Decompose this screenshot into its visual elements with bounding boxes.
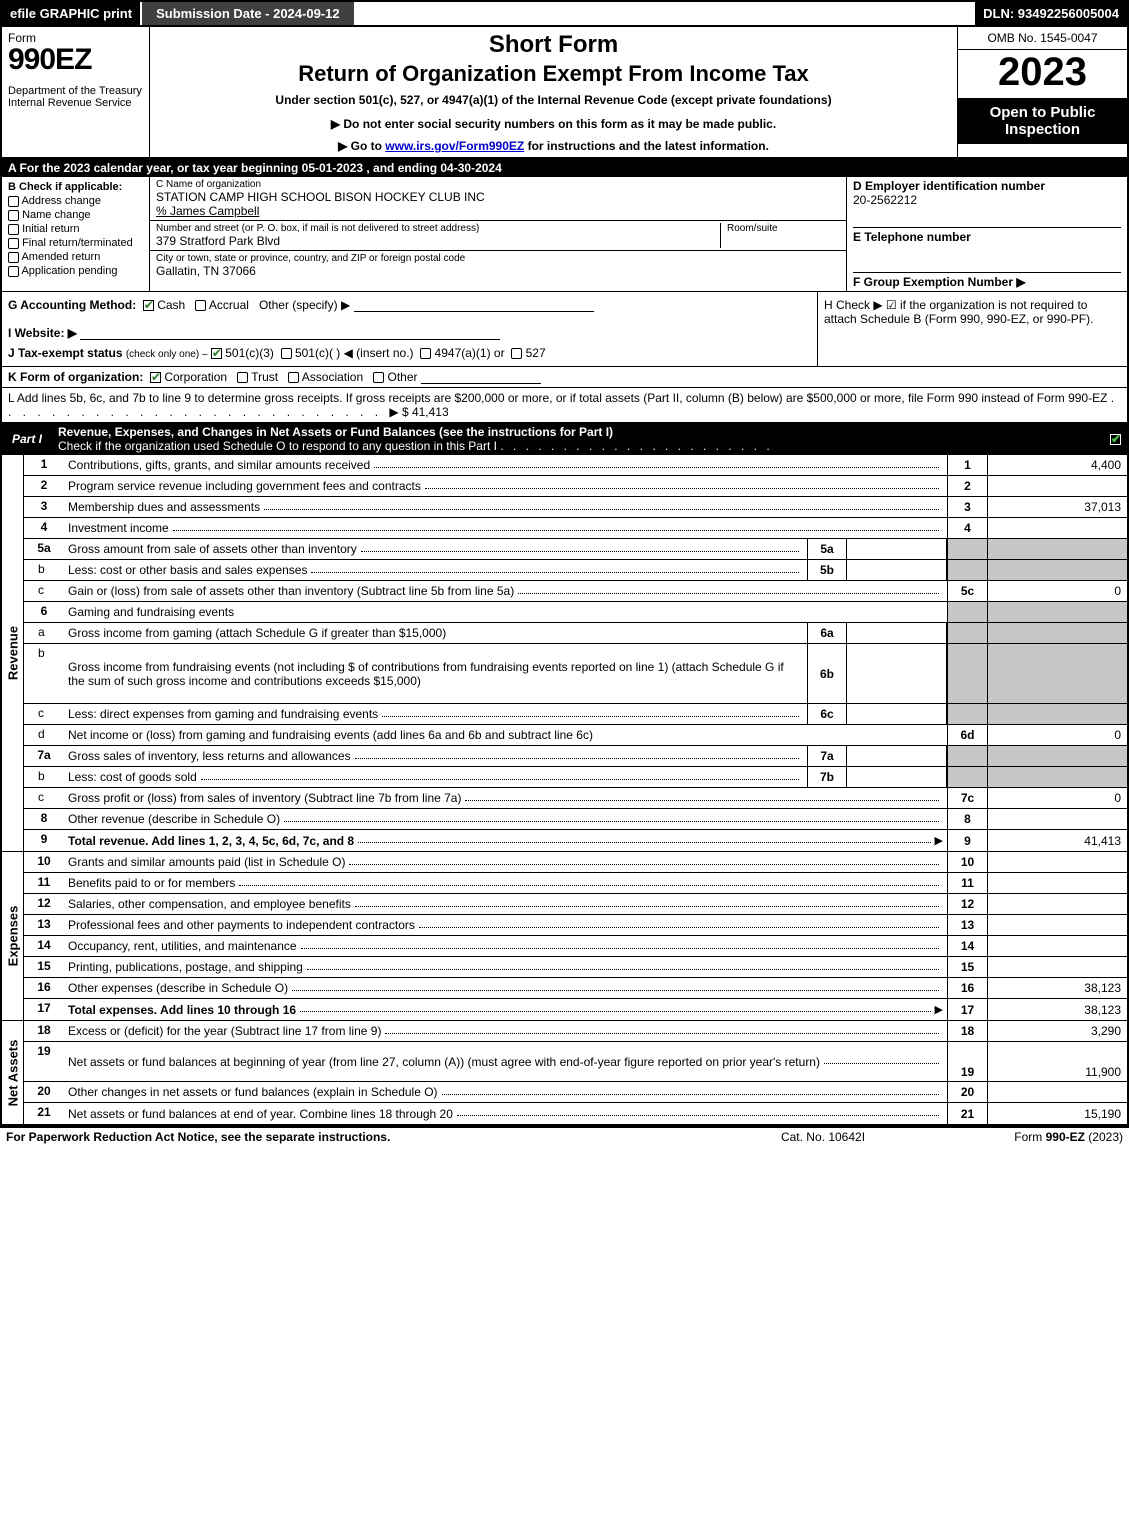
page-footer: For Paperwork Reduction Act Notice, see …: [0, 1128, 1129, 1146]
netassets-sidelabel: Net Assets: [2, 1021, 24, 1124]
footer-right: Form 990-EZ (2023): [923, 1130, 1123, 1144]
k-other-check[interactable]: [373, 372, 384, 383]
revenue-sidelabel: Revenue: [2, 455, 24, 851]
fgroup-label: F Group Exemption Number ▶: [853, 272, 1121, 289]
b-opt-5[interactable]: Application pending: [8, 265, 143, 277]
g-i-j-left: G Accounting Method: Cash Accrual Other …: [2, 292, 817, 366]
tel-label: E Telephone number: [853, 227, 1121, 244]
j-501c-check[interactable]: [281, 348, 292, 359]
section-c: C Name of organization STATION CAMP HIGH…: [150, 177, 847, 291]
topbar-spacer: [354, 2, 976, 25]
form-subtitle: Under section 501(c), 527, or 4947(a)(1)…: [158, 93, 949, 107]
c-name-label: C Name of organization: [156, 179, 840, 190]
j-501c3-check[interactable]: [211, 348, 222, 359]
k-corp-check[interactable]: [150, 372, 161, 383]
j-line: J Tax-exempt status (check only one) ‒ 5…: [8, 346, 811, 360]
part-i-checkbox[interactable]: [1110, 432, 1127, 446]
g-h-block: G Accounting Method: Cash Accrual Other …: [2, 292, 1127, 367]
form-title: Return of Organization Exempt From Incom…: [158, 61, 949, 87]
info-block: B Check if applicable: Address change Na…: [2, 177, 1127, 292]
street-value: 379 Stratford Park Blvd: [156, 234, 720, 248]
g-accrual-check[interactable]: [195, 300, 206, 311]
revenue-lines: 1Contributions, gifts, grants, and simil…: [24, 455, 1127, 851]
street-label: Number and street (or P. O. box, if mail…: [156, 223, 720, 234]
open-to-public: Open to Public Inspection: [958, 98, 1127, 144]
g-line: G Accounting Method: Cash Accrual Other …: [8, 298, 811, 312]
l-line: L Add lines 5b, 6c, and 7b to line 9 to …: [2, 388, 1127, 423]
b-opt-0[interactable]: Address change: [8, 195, 143, 207]
row-a-taxyear: A For the 2023 calendar year, or tax yea…: [2, 159, 1127, 177]
ein-value: 20-2562212: [853, 193, 1121, 207]
b-opt-3[interactable]: Final return/terminated: [8, 237, 143, 249]
c-street-cell: Number and street (or P. O. box, if mail…: [150, 221, 846, 251]
g-cash-check[interactable]: [143, 300, 154, 311]
c-name-cell: C Name of organization STATION CAMP HIGH…: [150, 177, 846, 221]
b-opt-4[interactable]: Amended return: [8, 251, 143, 263]
k-trust-check[interactable]: [237, 372, 248, 383]
k-other-blank[interactable]: [421, 372, 541, 384]
b-label: B Check if applicable:: [8, 181, 143, 193]
room-label: Room/suite: [727, 223, 840, 234]
efile-label[interactable]: efile GRAPHIC print: [2, 2, 140, 25]
c-city-cell: City or town, state or province, country…: [150, 251, 846, 280]
revenue-group: Revenue 1Contributions, gifts, grants, a…: [2, 455, 1127, 852]
form-header: Form 990EZ Department of the Treasury In…: [2, 27, 1127, 159]
h-block: H Check ▶ ☑ if the organization is not r…: [817, 292, 1127, 366]
part-i-label: Part I: [2, 430, 52, 448]
goto-line: ▶ Go to www.irs.gov/Form990EZ for instru…: [158, 139, 949, 153]
ein-label: D Employer identification number: [853, 179, 1121, 193]
org-name: STATION CAMP HIGH SCHOOL BISON HOCKEY CL…: [156, 190, 840, 204]
part-i-bar: Part I Revenue, Expenses, and Changes in…: [2, 423, 1127, 455]
city-value: Gallatin, TN 37066: [156, 264, 840, 278]
netassets-group: Net Assets 18Excess or (deficit) for the…: [2, 1021, 1127, 1126]
i-line: I Website: ▶: [8, 326, 811, 340]
form-container: efile GRAPHIC print Submission Date - 20…: [0, 0, 1129, 1128]
topbar: efile GRAPHIC print Submission Date - 20…: [2, 2, 1127, 27]
goto-pre: ▶ Go to: [338, 139, 385, 153]
b-opt-1[interactable]: Name change: [8, 209, 143, 221]
footer-left: For Paperwork Reduction Act Notice, see …: [6, 1130, 723, 1144]
section-d-e-f: D Employer identification number 20-2562…: [847, 177, 1127, 291]
header-center: Short Form Return of Organization Exempt…: [150, 27, 957, 157]
expenses-group: Expenses 10Grants and similar amounts pa…: [2, 852, 1127, 1021]
short-form-title: Short Form: [158, 31, 949, 59]
care-of: % James Campbell: [156, 204, 840, 218]
form-number: 990EZ: [8, 45, 143, 75]
ssn-warning: ▶ Do not enter social security numbers o…: [158, 117, 949, 131]
city-label: City or town, state or province, country…: [156, 253, 840, 264]
b-opt-2[interactable]: Initial return: [8, 223, 143, 235]
k-assoc-check[interactable]: [288, 372, 299, 383]
g-other-blank[interactable]: [354, 300, 594, 312]
omb-number: OMB No. 1545-0047: [958, 27, 1127, 50]
expenses-lines: 10Grants and similar amounts paid (list …: [24, 852, 1127, 1020]
part-i-title: Revenue, Expenses, and Changes in Net As…: [52, 423, 779, 455]
goto-post: for instructions and the latest informat…: [524, 139, 769, 153]
department: Department of the Treasury Internal Reve…: [8, 85, 143, 109]
h-text: H Check ▶ ☑ if the organization is not r…: [824, 298, 1093, 326]
j-4947-check[interactable]: [420, 348, 431, 359]
netassets-lines: 18Excess or (deficit) for the year (Subt…: [24, 1021, 1127, 1124]
footer-center: Cat. No. 10642I: [723, 1130, 923, 1144]
header-right: OMB No. 1545-0047 2023 Open to Public In…: [957, 27, 1127, 157]
dln: DLN: 93492256005004: [975, 2, 1127, 25]
tax-year: 2023: [958, 50, 1127, 98]
submission-date: Submission Date - 2024-09-12: [140, 2, 354, 25]
goto-link[interactable]: www.irs.gov/Form990EZ: [385, 139, 524, 153]
expenses-sidelabel: Expenses: [2, 852, 24, 1020]
header-left: Form 990EZ Department of the Treasury In…: [2, 27, 150, 157]
section-b: B Check if applicable: Address change Na…: [2, 177, 150, 291]
k-line: K Form of organization: Corporation Trus…: [2, 367, 1127, 388]
website-blank[interactable]: [80, 328, 500, 340]
j-527-check[interactable]: [511, 348, 522, 359]
